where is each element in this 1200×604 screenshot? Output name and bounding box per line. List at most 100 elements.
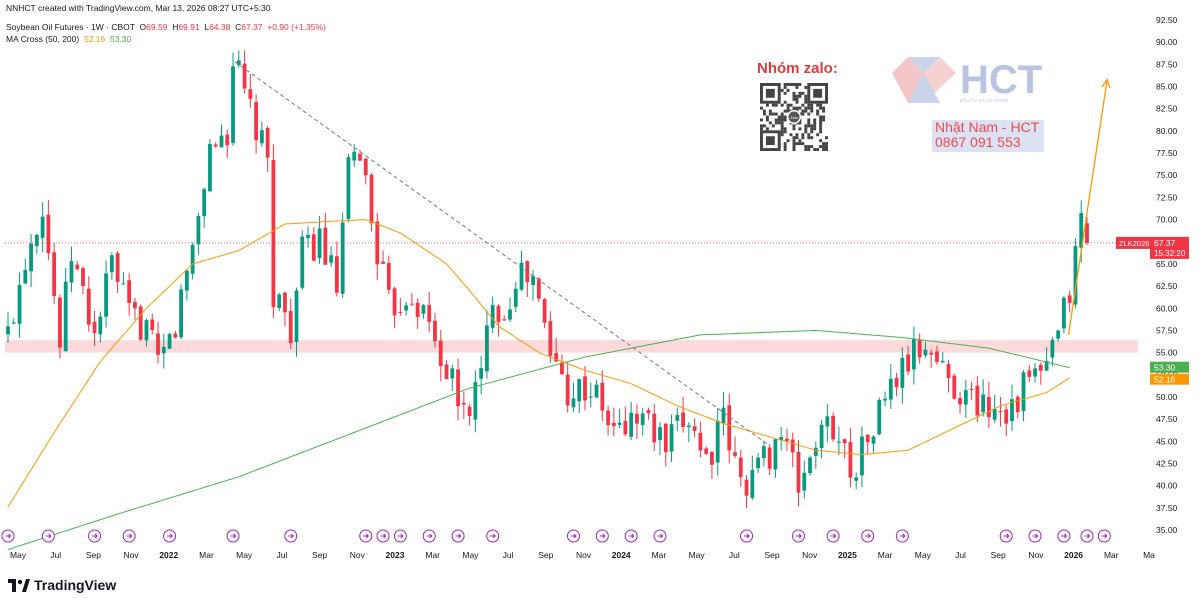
event-marker-icon[interactable] bbox=[1057, 529, 1071, 543]
time-tick-label: May bbox=[462, 550, 479, 560]
event-marker-icon[interactable] bbox=[393, 529, 407, 543]
candle-body bbox=[1085, 223, 1089, 243]
candle-body bbox=[40, 216, 45, 238]
event-marker-arrow bbox=[599, 533, 606, 539]
event-marker-icon[interactable] bbox=[740, 529, 754, 543]
event-marker-icon[interactable] bbox=[163, 529, 177, 543]
event-marker-icon[interactable] bbox=[41, 529, 55, 543]
event-marker-icon[interactable] bbox=[359, 529, 373, 543]
candle-body bbox=[236, 60, 241, 66]
candle-body bbox=[877, 399, 882, 435]
tradingview-footer[interactable]: TradingView bbox=[8, 577, 116, 593]
event-marker-arrow bbox=[1101, 533, 1108, 539]
event-marker-icon[interactable] bbox=[826, 529, 840, 543]
time-tick-label: Nov bbox=[1028, 550, 1044, 560]
qr-module bbox=[804, 94, 808, 98]
event-marker-icon[interactable] bbox=[122, 529, 136, 543]
qr-module bbox=[783, 145, 787, 149]
projection-arrow[interactable] bbox=[1067, 77, 1111, 335]
qr-module bbox=[801, 91, 805, 95]
event-marker-icon[interactable] bbox=[895, 529, 909, 543]
candle-body bbox=[836, 441, 841, 443]
descending-trendline[interactable] bbox=[234, 61, 770, 447]
qr-module bbox=[804, 124, 808, 128]
event-marker-icon[interactable] bbox=[566, 529, 580, 543]
projection-arrow-head[interactable] bbox=[1101, 77, 1111, 89]
time-tick-label: Sep bbox=[312, 550, 327, 560]
event-marker-icon[interactable] bbox=[1028, 529, 1042, 543]
qr-module bbox=[771, 124, 775, 128]
time-tick-label: Mar bbox=[425, 550, 440, 560]
event-marker-icon[interactable] bbox=[226, 529, 240, 543]
candle-body bbox=[63, 281, 68, 352]
candle-body bbox=[46, 214, 51, 254]
event-marker-icon[interactable] bbox=[88, 529, 102, 543]
candle-body bbox=[1056, 330, 1061, 339]
event-marker-icon[interactable] bbox=[624, 529, 638, 543]
qr-module bbox=[822, 148, 826, 151]
candle-body bbox=[450, 368, 455, 379]
event-marker-icon[interactable] bbox=[595, 529, 609, 543]
candle-body bbox=[375, 221, 380, 265]
candle-body bbox=[329, 255, 334, 263]
qr-module bbox=[771, 112, 775, 116]
trendline-drawing[interactable] bbox=[234, 61, 770, 447]
qr-module bbox=[789, 103, 793, 107]
qr-module bbox=[774, 112, 778, 116]
candle-body bbox=[358, 154, 362, 161]
event-marker-arrow bbox=[167, 533, 173, 539]
candle-body bbox=[271, 160, 276, 308]
price-tick-label: 77.50 bbox=[1156, 148, 1178, 158]
price-tick-label: 62.50 bbox=[1156, 281, 1178, 291]
candle-body bbox=[69, 261, 74, 283]
candle-body bbox=[92, 321, 97, 334]
candle-body bbox=[548, 321, 553, 356]
event-marker-icon[interactable] bbox=[653, 529, 667, 543]
event-marker-icon[interactable] bbox=[376, 529, 390, 543]
event-marker-icon[interactable] bbox=[791, 529, 805, 543]
candle-body bbox=[715, 420, 720, 463]
qr-module bbox=[771, 103, 775, 107]
event-marker-icon[interactable] bbox=[1097, 529, 1111, 543]
qr-module bbox=[825, 142, 828, 146]
last-price-tag bbox=[1150, 236, 1189, 259]
qr-module bbox=[825, 145, 828, 149]
event-marker-icon[interactable] bbox=[999, 529, 1013, 543]
qr-module bbox=[780, 112, 784, 116]
time-axis[interactable]: May Jul Sep Nov 2022 Mar May Jul Sep Nov 2023 Mar Ma… bbox=[10, 550, 1155, 560]
qr-module bbox=[760, 118, 763, 122]
candle-body bbox=[109, 255, 114, 273]
candle-body bbox=[981, 394, 986, 413]
event-marker-arrow bbox=[230, 533, 237, 539]
candle-body bbox=[583, 376, 587, 401]
event-marker-icon[interactable] bbox=[1, 529, 15, 543]
event-marker-icon[interactable] bbox=[451, 529, 465, 543]
projection-arrow-line[interactable] bbox=[1067, 79, 1108, 335]
price-tick-label: 82.50 bbox=[1156, 104, 1178, 114]
candle-body bbox=[98, 316, 103, 335]
qr-module bbox=[813, 127, 817, 131]
price-axis[interactable]: 35.0037.5040.0042.5045.0047.5050.0052.50… bbox=[1140, 0, 1200, 560]
event-marker-icon[interactable] bbox=[284, 529, 298, 543]
qr-module bbox=[792, 97, 796, 101]
candle-body bbox=[508, 309, 512, 320]
qr-module bbox=[783, 83, 787, 86]
time-tick-label: Jul bbox=[503, 550, 514, 560]
event-marker-icon[interactable] bbox=[422, 529, 436, 543]
event-marker-arrow bbox=[744, 533, 750, 539]
candle-body bbox=[704, 448, 709, 454]
event-marker-icon[interactable] bbox=[861, 529, 875, 543]
candle-body bbox=[1062, 297, 1066, 329]
event-marker-icon[interactable] bbox=[486, 529, 500, 543]
time-tick-label: Sep bbox=[538, 550, 553, 560]
event-marker-icon[interactable] bbox=[1080, 529, 1094, 543]
qr-module bbox=[804, 85, 808, 89]
qr-module bbox=[819, 115, 823, 119]
qr-module bbox=[780, 88, 784, 92]
indicator-legend[interactable]: MA Cross (50, 200) 52.16 53.30 bbox=[6, 34, 131, 44]
qr-module bbox=[819, 139, 823, 143]
qr-module bbox=[804, 145, 808, 149]
candle-body bbox=[58, 297, 62, 348]
qr-module bbox=[786, 83, 790, 86]
